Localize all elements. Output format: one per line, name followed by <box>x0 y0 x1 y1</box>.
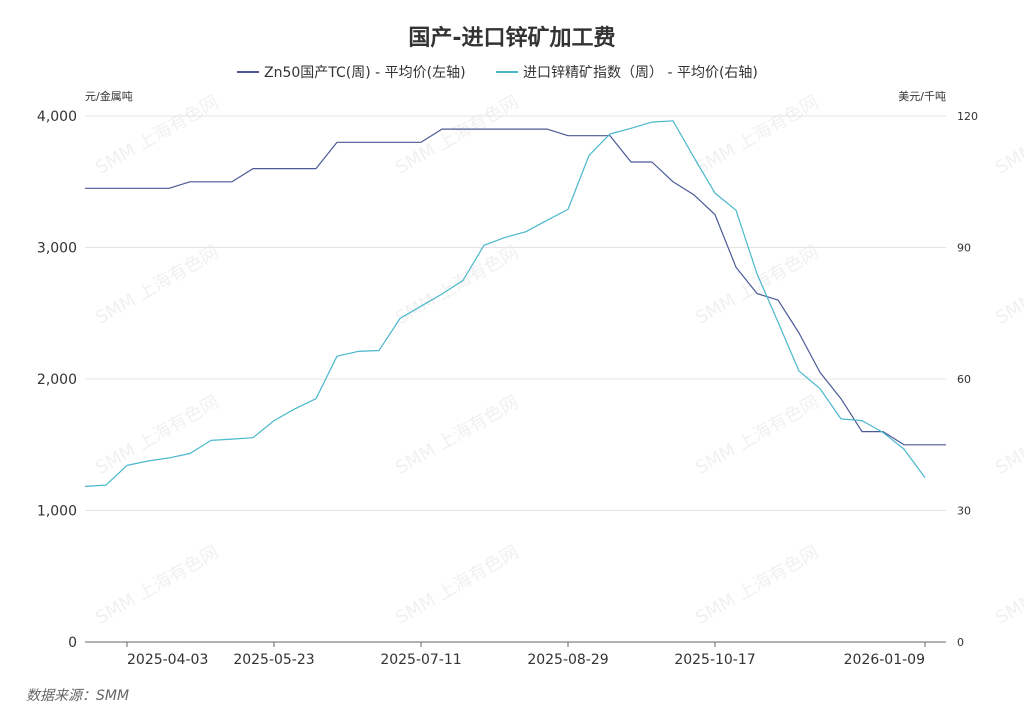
x-tick-label: 2025-10-17 <box>674 652 755 668</box>
watermark-text: SMM 上海有色网 <box>392 542 522 629</box>
watermark-text: SMM 上海有色网 <box>392 92 522 179</box>
watermark-text: SMM 上海有色网 <box>392 242 522 329</box>
left-tick-label: 4,000 <box>37 109 77 125</box>
chart-title: 国产-进口锌矿加工费 <box>408 25 615 51</box>
right-axis-unit: 美元/千吨 <box>898 90 946 103</box>
legend-label-1: Zn50国产TC(周) - 平均价(左轴) <box>264 65 466 81</box>
watermark-text: SMM 上海有色网 <box>692 92 822 179</box>
right-tick-label: 120 <box>957 110 978 123</box>
watermark-text: SMM 上海有色网 <box>92 242 222 329</box>
series-line-1 <box>85 128 946 446</box>
right-tick-label: 90 <box>957 242 971 255</box>
axis-ticks: 0 0 1,000 30 2,000 60 3,000 90 4,000 120 2025-04-0… <box>37 109 978 668</box>
right-tick-label: 60 <box>957 373 971 386</box>
watermark-text: SMM 上海有色网 <box>92 92 222 179</box>
series-lines <box>84 120 946 487</box>
data-source: 数据来源：SMM <box>26 688 129 704</box>
x-tick-label: 2025-08-29 <box>527 652 608 668</box>
watermark-text: SMM 上海有色网 <box>992 392 1024 479</box>
x-tick-label: 2026-01-09 <box>844 652 925 668</box>
watermark-text: SMM 上海有色网 <box>992 542 1024 629</box>
x-tick-label: 2025-04-03 <box>127 652 208 668</box>
watermark-text: SMM 上海有色网 <box>692 392 822 479</box>
watermark-text: SMM 上海有色网 <box>92 392 222 479</box>
watermark-text: SMM 上海有色网 <box>692 242 822 329</box>
watermark-text: SMM 上海有色网 <box>992 242 1024 329</box>
watermark-text: SMM 上海有色网 <box>392 392 522 479</box>
series-line-2 <box>84 120 926 487</box>
watermark-text: SMM 上海有色网 <box>92 542 222 629</box>
left-tick-label: 1,000 <box>37 504 77 520</box>
grid-lines <box>85 115 946 643</box>
right-tick-label: 30 <box>957 505 971 518</box>
left-tick-label: 2,000 <box>37 372 77 388</box>
watermark-layer: SMM 上海有色网 SMM 上海有色网 SMM 上海有色网 SMM 上海有色网 SMM … <box>92 92 1024 629</box>
x-tick-label: 2025-05-23 <box>233 652 314 668</box>
watermark-text: SMM 上海有色网 <box>692 542 822 629</box>
right-tick-label: 0 <box>957 636 964 649</box>
left-tick-label: 0 <box>68 635 77 651</box>
left-axis-unit: 元/金属吨 <box>85 89 133 103</box>
legend: Zn50国产TC(周) - 平均价(左轴) 进口锌精矿指数（周） - 平均价(右轴… <box>237 65 758 81</box>
watermark-text: SMM 上海有色网 <box>992 92 1024 179</box>
legend-label-2: 进口锌精矿指数（周） - 平均价(右轴) <box>523 65 758 81</box>
left-tick-label: 3,000 <box>37 241 77 257</box>
x-tick-label: 2025-07-11 <box>380 652 461 668</box>
